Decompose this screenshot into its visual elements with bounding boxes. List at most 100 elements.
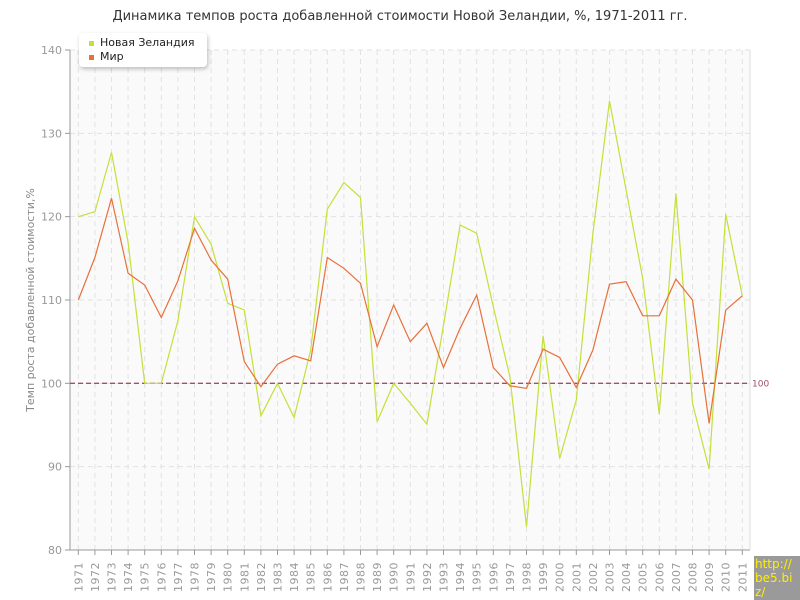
data-point [625,280,628,283]
data-point [708,422,711,425]
data-point [243,309,246,312]
data-point [425,423,428,426]
x-tick-label: 1983 [272,562,285,592]
data-point [326,208,329,211]
data-point [425,322,428,325]
data-point [542,334,545,337]
x-tick-label: 1975 [139,562,152,592]
data-point [409,340,412,343]
data-point [342,267,345,270]
data-point [359,282,362,285]
x-tick-label: 2002 [587,562,600,592]
x-tick-label: 2001 [570,562,583,592]
x-tick-label: 1987 [338,562,351,592]
data-point [276,363,279,366]
x-tick-label: 1980 [222,562,235,592]
x-tick-label: 1992 [421,562,434,592]
data-point [674,192,677,195]
y-tick-label: 130 [41,127,62,140]
data-point [210,259,213,262]
data-point [392,304,395,307]
data-point [608,99,611,102]
legend-label-world: Мир [100,50,124,63]
data-point [409,402,412,405]
data-point [193,227,196,230]
x-tick-label: 1994 [454,562,467,592]
x-tick-label: 1974 [122,562,135,592]
x-tick-label: 2006 [653,562,666,592]
x-tick-label: 1990 [388,562,401,592]
data-point [77,215,80,218]
watermark[interactable]: http://be5.biz/ [754,556,800,600]
y-tick-label: 140 [41,44,62,57]
data-point [708,468,711,471]
data-point [525,525,528,528]
y-tick-label: 110 [41,294,62,307]
data-point [658,314,661,317]
y-axis-title: Темп роста добавленной стоимости,% [24,188,37,413]
data-point [492,305,495,308]
x-tick-label: 1981 [238,562,251,592]
legend: Новая Зеландия Мир [79,33,207,67]
x-tick-label: 1991 [404,562,417,592]
x-tick-label: 1977 [172,562,185,592]
data-point [392,382,395,385]
x-tick-label: 2003 [604,562,617,592]
legend-swatch-nz [89,40,94,46]
data-point [160,316,163,319]
data-point [259,385,262,388]
x-tick-label: 1971 [72,562,85,592]
legend-label-nz: Новая Зеландия [100,36,195,49]
x-tick-label: 1988 [355,562,368,592]
data-point [93,210,96,213]
x-tick-label: 1989 [371,562,384,592]
data-point [575,399,578,402]
x-tick-label: 1976 [155,562,168,592]
data-point [575,386,578,389]
x-tick-label: 1998 [521,562,534,592]
x-tick-label: 2005 [637,562,650,592]
x-tick-label: 2004 [620,562,633,592]
data-point [724,213,727,216]
data-point [376,420,379,423]
data-point [492,366,495,369]
x-tick-label: 1993 [438,562,451,592]
x-tick-label: 2009 [703,562,716,592]
data-point [608,283,611,286]
data-point [658,413,661,416]
x-tick-label: 2007 [670,562,683,592]
data-point [558,356,561,359]
data-point [442,366,445,369]
data-point [542,348,545,351]
reference-line-label: 100 [752,379,769,389]
x-tick-label: 1997 [504,562,517,592]
series-line-world [77,198,743,424]
legend-item-nz[interactable]: Новая Зеландия [89,36,195,50]
data-point [143,382,146,385]
data-point [459,224,462,227]
x-tick-label: 1986 [321,562,334,592]
data-point [293,354,296,357]
data-point [591,232,594,235]
data-point [359,196,362,199]
data-point [376,345,379,348]
y-tick-label: 80 [48,544,62,557]
x-tick-label: 1996 [487,562,500,592]
data-point [77,299,80,302]
x-tick-label: 2008 [687,562,700,592]
data-point [525,387,528,390]
data-point [127,272,130,275]
data-point [243,360,246,363]
data-point [110,151,113,154]
data-point [93,256,96,259]
series-line-nz [78,100,743,527]
data-point [508,375,511,378]
y-tick-label: 90 [48,461,62,474]
x-tick-label: 1985 [305,562,318,592]
data-point [641,314,644,317]
data-point [475,232,478,235]
data-point [625,189,628,192]
x-tick-label: 2011 [736,562,749,592]
legend-item-world[interactable]: Мир [89,50,124,64]
